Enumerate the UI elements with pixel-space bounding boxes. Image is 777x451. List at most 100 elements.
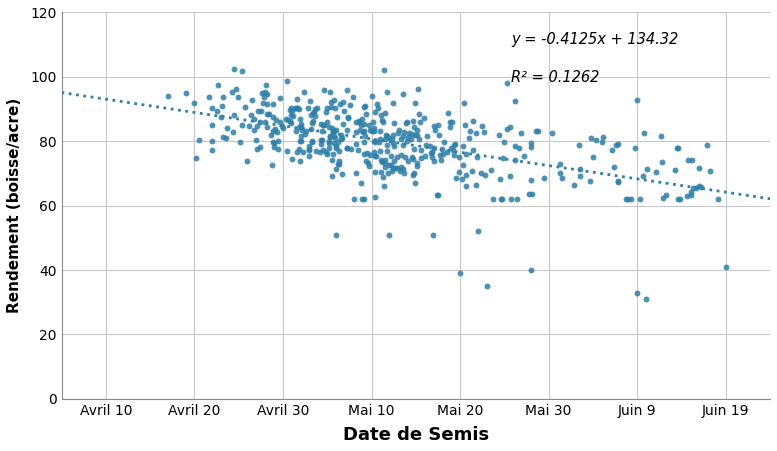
Point xyxy=(639,295,652,303)
Point xyxy=(401,119,413,126)
Point xyxy=(672,145,685,152)
Point xyxy=(373,138,385,146)
Point xyxy=(310,147,322,155)
Point xyxy=(686,156,699,164)
Point xyxy=(330,166,343,173)
Point xyxy=(406,117,419,124)
Point xyxy=(294,123,307,130)
Point xyxy=(385,153,397,160)
Point xyxy=(375,111,387,118)
Point xyxy=(525,191,538,198)
Point xyxy=(668,166,681,174)
Point xyxy=(228,65,241,73)
Point xyxy=(162,92,174,100)
Point xyxy=(414,147,427,154)
Point xyxy=(321,119,333,126)
Point xyxy=(573,166,586,173)
Point xyxy=(306,138,319,145)
Point xyxy=(325,103,337,110)
Point xyxy=(306,138,319,146)
Point xyxy=(413,135,425,143)
Point xyxy=(383,161,395,169)
Point xyxy=(381,132,393,139)
Point xyxy=(368,138,380,145)
Point xyxy=(333,147,345,154)
Point xyxy=(460,183,472,190)
Point xyxy=(434,151,447,158)
Point xyxy=(234,138,246,145)
Point xyxy=(276,122,288,129)
Point xyxy=(274,119,286,126)
Point xyxy=(266,161,278,169)
Point xyxy=(363,162,375,170)
Point xyxy=(407,169,420,176)
Point xyxy=(467,117,479,124)
Point xyxy=(466,147,479,154)
Point xyxy=(703,167,716,175)
Point xyxy=(497,155,509,162)
Point xyxy=(469,181,482,189)
Point xyxy=(329,134,341,141)
Point xyxy=(211,107,224,115)
Point xyxy=(427,158,440,165)
Point xyxy=(413,111,425,118)
Point xyxy=(399,153,411,161)
Point xyxy=(375,116,388,124)
Point xyxy=(332,161,344,168)
Point xyxy=(681,192,694,199)
Point xyxy=(206,147,218,154)
Point xyxy=(428,144,441,152)
Point xyxy=(629,144,642,151)
Point xyxy=(343,101,356,108)
Point xyxy=(363,121,375,129)
Point xyxy=(685,191,697,198)
Point xyxy=(203,94,215,101)
Point xyxy=(258,93,270,101)
Point xyxy=(270,117,283,124)
Point xyxy=(448,140,461,147)
Point xyxy=(293,145,305,152)
Point xyxy=(322,137,335,144)
Point xyxy=(340,144,353,152)
Point xyxy=(368,119,380,126)
Point xyxy=(385,161,398,169)
Point xyxy=(460,150,472,157)
Point xyxy=(357,129,369,136)
Point xyxy=(590,136,602,143)
Point xyxy=(409,132,421,139)
Point xyxy=(657,194,669,202)
Point xyxy=(282,116,294,124)
Point xyxy=(284,106,296,113)
Point xyxy=(671,145,683,152)
Point xyxy=(682,156,695,163)
Point xyxy=(303,142,315,149)
Point xyxy=(379,157,392,164)
Point xyxy=(660,191,672,198)
Point xyxy=(267,113,279,120)
Point xyxy=(636,172,649,179)
Point xyxy=(354,179,367,186)
Point xyxy=(328,96,340,103)
Point xyxy=(280,148,293,155)
Point xyxy=(448,142,461,149)
Point xyxy=(362,160,375,167)
Point xyxy=(378,159,391,166)
Point xyxy=(303,153,315,160)
Point xyxy=(612,178,625,185)
Point xyxy=(444,124,456,131)
Point xyxy=(720,263,732,271)
Point xyxy=(595,138,608,145)
Point xyxy=(267,140,280,147)
Point xyxy=(409,179,421,187)
Point xyxy=(396,142,409,149)
Point xyxy=(288,105,301,112)
Point xyxy=(608,163,621,170)
Point xyxy=(383,231,395,238)
Point xyxy=(214,113,227,120)
Point xyxy=(297,148,309,155)
Point xyxy=(452,169,465,176)
Point xyxy=(479,171,491,179)
Point xyxy=(429,126,441,133)
Point xyxy=(379,164,392,171)
Point xyxy=(220,135,232,142)
